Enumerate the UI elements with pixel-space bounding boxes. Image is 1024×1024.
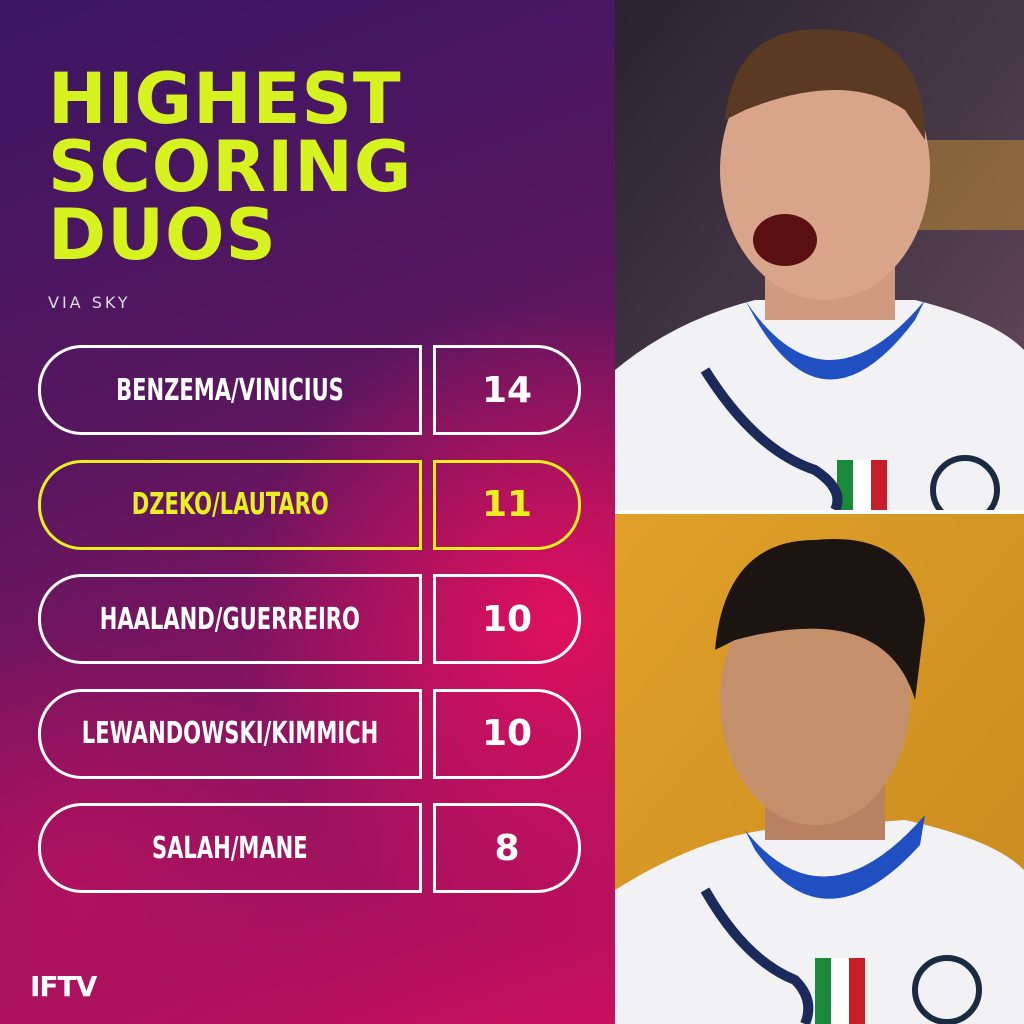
goals-cell: 10 <box>433 574 581 664</box>
duo-name: HAALAND/GUERREIRO <box>99 601 361 637</box>
player-photos <box>615 0 1024 1024</box>
goals-cell: 8 <box>433 803 581 893</box>
brand-logo: IFTV <box>30 970 97 1003</box>
photo-divider <box>615 510 1024 514</box>
photo-bottom <box>615 514 1024 1024</box>
goals-cell: 14 <box>433 345 581 435</box>
goals-cell: 10 <box>433 688 581 779</box>
duo-name-cell: SALAH/MANE <box>38 803 422 893</box>
title-line: HIGHEST <box>48 58 402 140</box>
photo-top <box>615 0 1024 525</box>
duo-name-cell: BENZEMA/VINICIUS <box>38 345 422 435</box>
duo-name: LEWANDOWSKI/KIMMICH <box>81 716 379 751</box>
duo-name-cell: LEWANDOWSKI/KIMMICH <box>38 688 422 779</box>
duo-name: DZEKO/LAUTARO <box>131 487 329 522</box>
title-line: DUOS <box>48 194 277 276</box>
duo-name: SALAH/MANE <box>152 830 308 866</box>
duo-name-cell: HAALAND/GUERREIRO <box>38 574 422 664</box>
duo-name: BENZEMA/VINICIUS <box>116 372 344 408</box>
source: VIA SKY <box>48 293 131 312</box>
info-panel: HIGHEST SCORING DUOS VIA SKY BENZEMA/VIN… <box>0 0 615 1024</box>
goals-cell: 11 <box>433 459 581 550</box>
title-line: SCORING <box>48 126 413 208</box>
duo-name-cell: DZEKO/LAUTARO <box>38 459 422 550</box>
